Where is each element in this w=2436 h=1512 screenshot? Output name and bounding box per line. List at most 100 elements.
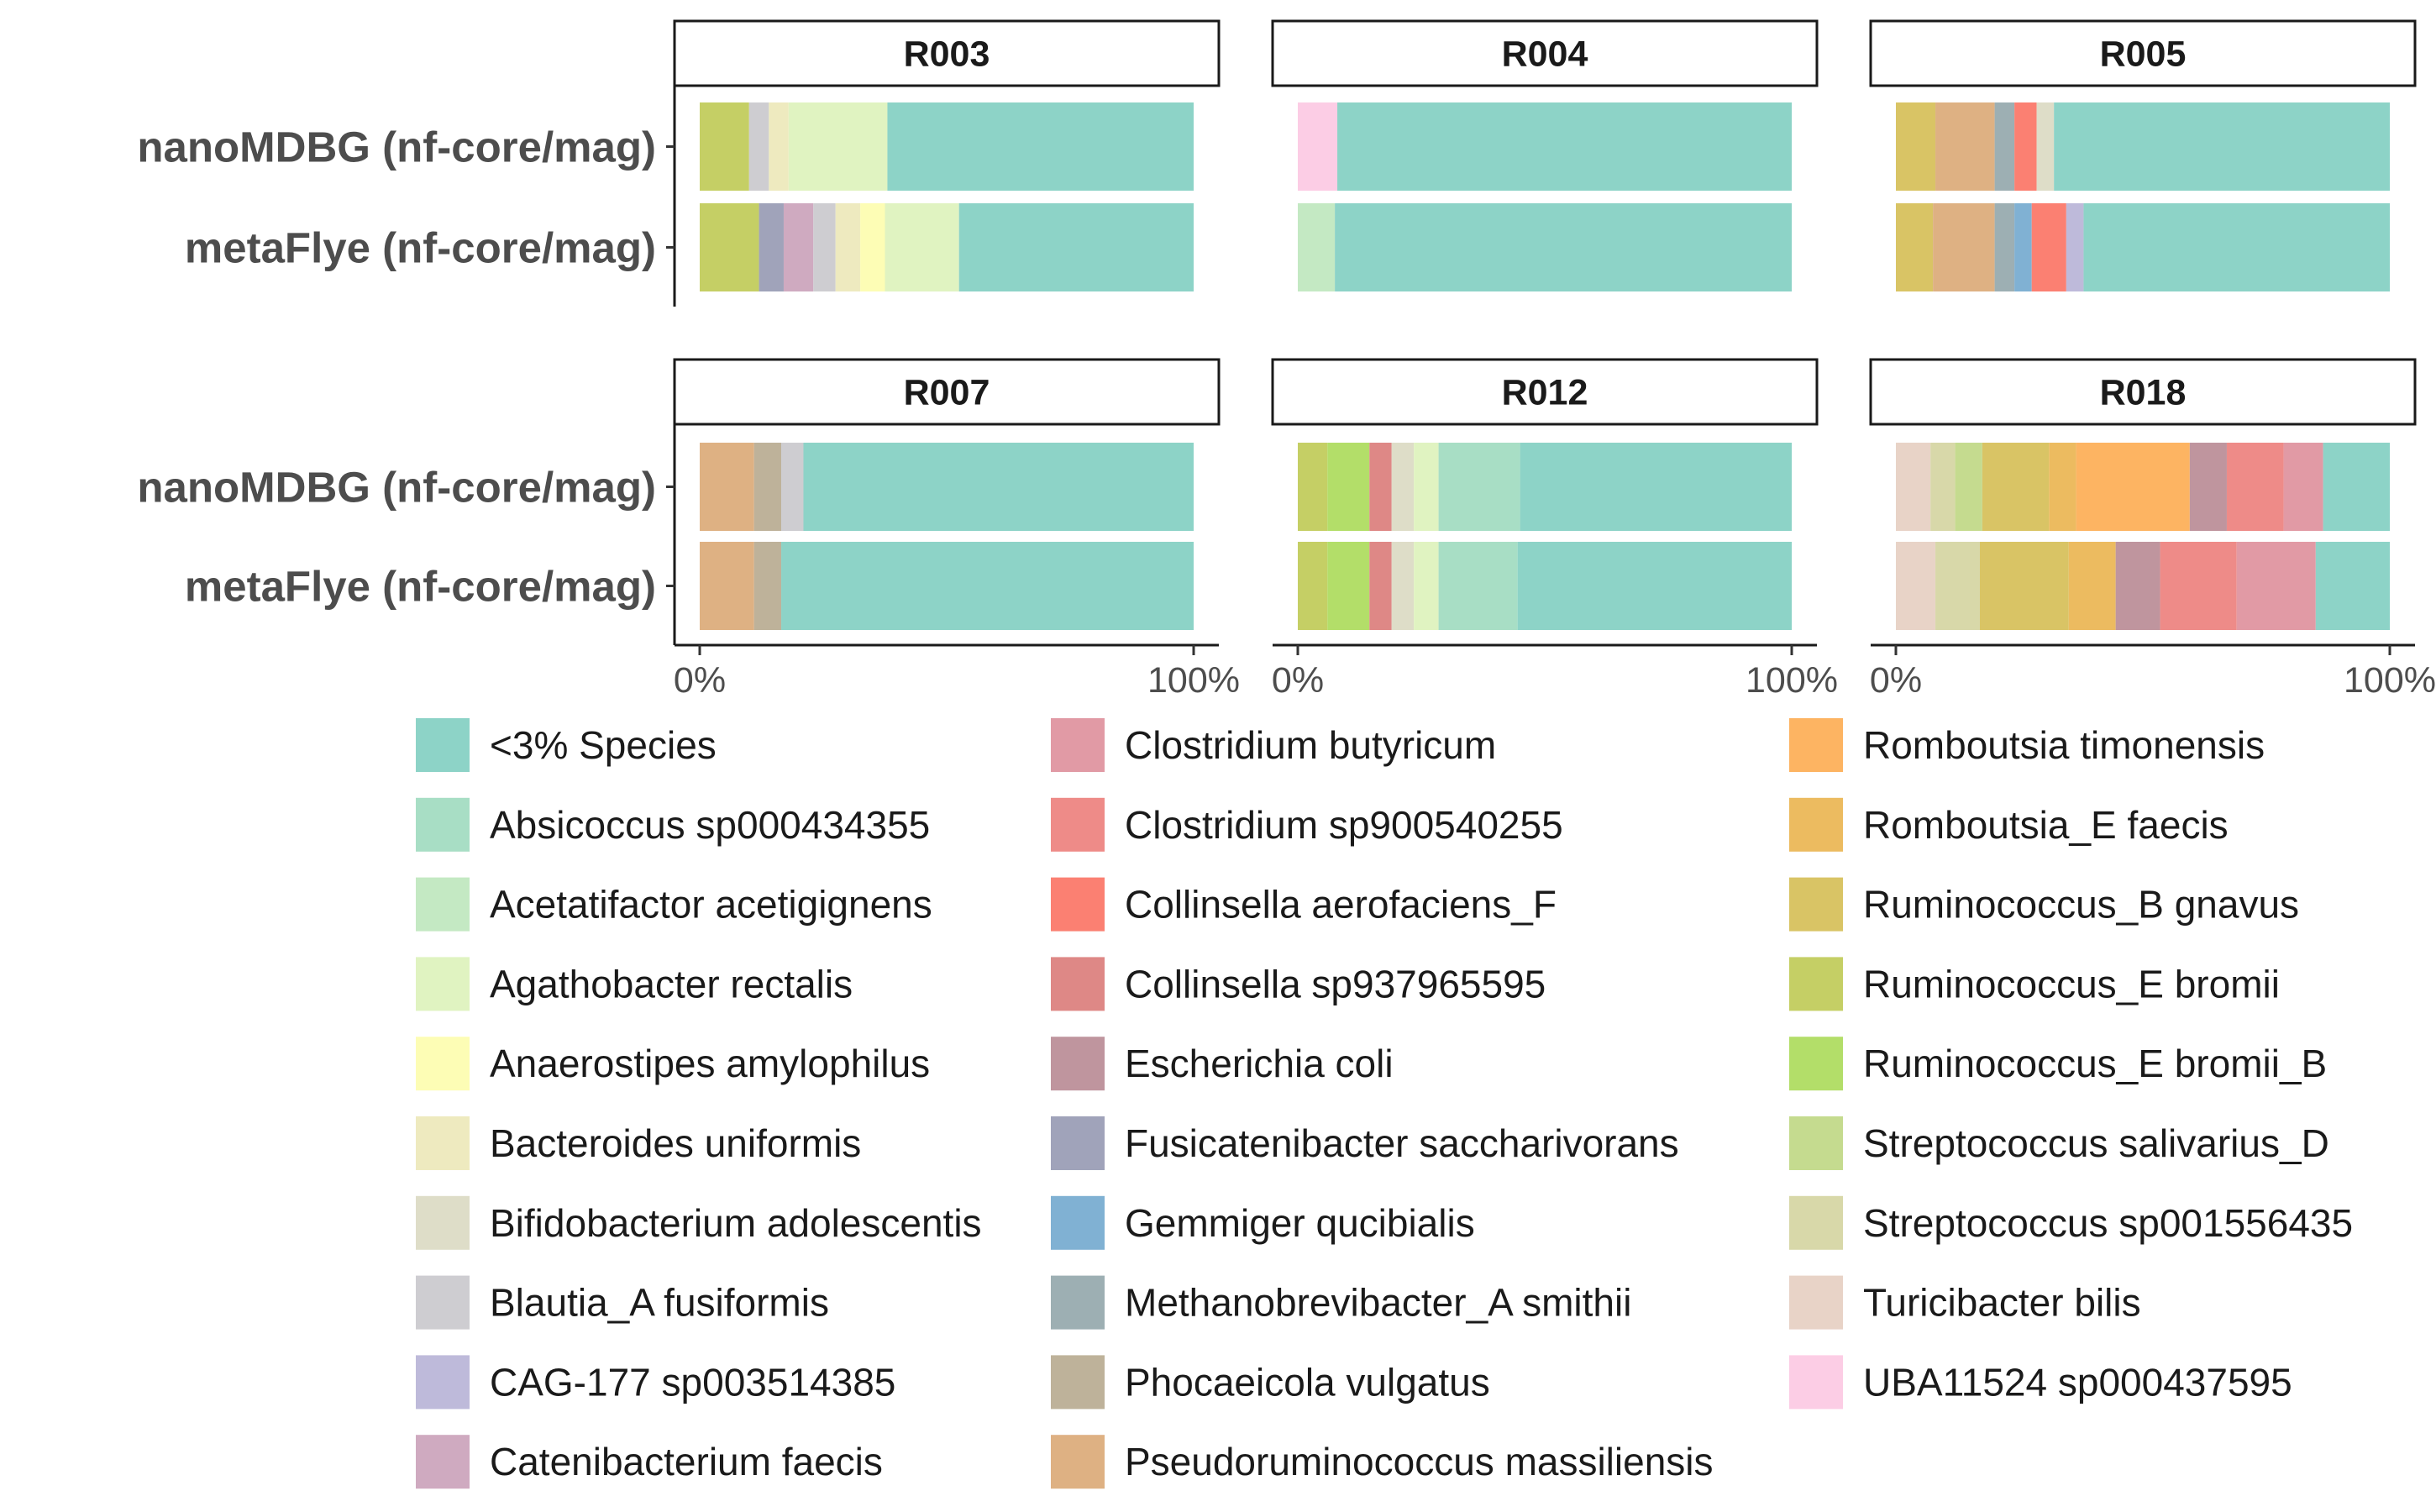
bar-segment-r005-nanomdbg: [2036, 102, 2055, 191]
legend-key: [1789, 797, 1843, 852]
legend: <3% Species Absicoccus sp000434355 Acetati…: [416, 718, 2353, 1489]
legend-item: Anaerostipes amylophilus: [416, 1037, 930, 1091]
legend-item: UBA11524 sp000437595: [1789, 1355, 2292, 1410]
bar-segment-r005-nanomdbg: [1994, 102, 2015, 191]
legend-key: [1789, 1037, 1843, 1091]
legend-key: [416, 1037, 470, 1091]
bar-segment-r003-metaflye: [759, 203, 784, 291]
legend-label: Methanobrevibacter_A smithii: [1125, 1281, 1631, 1325]
bar-segment-r003-nanomdbg: [887, 102, 1194, 191]
bar-segment-r012-metaflye: [1298, 542, 1328, 630]
bar-segment-r018-nanomdbg: [2323, 443, 2390, 531]
legend-item: Clostridium butyricum: [1051, 718, 1496, 772]
bar-segment-r005-metaflye: [1994, 203, 2015, 291]
bar-segment-r005-metaflye: [2014, 203, 2032, 291]
legend-item: Escherichia coli: [1051, 1037, 1394, 1091]
legend-label: Romboutsia_E faecis: [1863, 803, 2229, 847]
bar-segment-r012-metaflye: [1414, 542, 1439, 630]
bar-segment-r018-metaflye: [2068, 542, 2116, 630]
legend-label: Catenibacterium faecis: [490, 1440, 883, 1483]
bar-segment-r018-metaflye: [1896, 542, 1936, 630]
legend-key: [416, 1116, 470, 1170]
legend-key: [1789, 1195, 1843, 1250]
legend-key: [1051, 1116, 1105, 1170]
legend-label: Anaerostipes amylophilus: [490, 1042, 930, 1085]
legend-label: Bifidobacterium adolescentis: [490, 1201, 982, 1245]
bar-segment-r018-nanomdbg: [2283, 443, 2323, 531]
legend-item: Bifidobacterium adolescentis: [416, 1195, 982, 1250]
legend-label: Clostridium sp900540255: [1125, 803, 1563, 847]
legend-item: Romboutsia_E faecis: [1789, 797, 2229, 852]
legend-key: [416, 1355, 470, 1410]
facet-panel-r004: R004: [1271, 19, 1819, 291]
legend-item: Fusicatenibacter saccharivorans: [1051, 1116, 1679, 1170]
legend-key: [1051, 1355, 1105, 1410]
y-tick-label: nanoMDBG (nf-core/mag): [137, 464, 656, 512]
bar-segment-r003-nanomdbg: [700, 102, 749, 191]
legend-item: Streptococcus salivarius_D: [1789, 1116, 2329, 1170]
legend-item: Pseudoruminococcus massiliensis: [1051, 1435, 1714, 1489]
legend-label: Acetatifactor acetigignens: [490, 883, 932, 927]
bar-segment-r018-nanomdbg: [1982, 443, 2050, 531]
legend-label: Turicibacter bilis: [1863, 1281, 2141, 1325]
x-tick-label: 100%: [2344, 660, 2436, 701]
legend-item: Gemmiger qucibialis: [1051, 1195, 1475, 1250]
legend-key: [1789, 1116, 1843, 1170]
facet-panel-r005: R005: [1869, 19, 2417, 291]
bar-segment-r003-metaflye: [958, 203, 1194, 291]
bar-segment-r003-metaflye: [700, 203, 759, 291]
bar-segment-r018-nanomdbg: [1955, 443, 1982, 531]
legend-label: Streptococcus sp001556435: [1863, 1201, 2353, 1245]
legend-label: Ruminococcus_E bromii: [1863, 962, 2280, 1005]
legend-item: Ruminococcus_B gnavus: [1789, 877, 2299, 932]
legend-label: Pseudoruminococcus massiliensis: [1125, 1440, 1714, 1483]
bar-segment-r012-nanomdbg: [1520, 443, 1792, 531]
legend-label: Clostridium butyricum: [1125, 723, 1496, 767]
legend-label: Collinsella sp937965595: [1125, 962, 1546, 1005]
bar-segment-r007-nanomdbg: [803, 443, 1194, 531]
legend-item: Methanobrevibacter_A smithii: [1051, 1275, 1631, 1330]
legend-key: [1051, 877, 1105, 932]
bar-segment-r003-metaflye: [813, 203, 836, 291]
legend-item: Romboutsia timonensis: [1789, 718, 2265, 772]
bar-segment-r003-metaflye: [783, 203, 814, 291]
legend-label: Blautia_A fusiformis: [490, 1281, 829, 1325]
legend-key: [1789, 1355, 1843, 1410]
legend-key: [416, 1195, 470, 1250]
bar-segment-r012-nanomdbg: [1327, 443, 1370, 531]
legend-label: Escherichia coli: [1125, 1042, 1394, 1085]
bar-segment-r007-metaflye: [781, 542, 1194, 630]
facet-strip-label: R018: [2100, 373, 2187, 413]
bar-segment-r018-nanomdbg: [1930, 443, 1956, 531]
legend-item: Ruminococcus_E bromii: [1789, 957, 2280, 1011]
legend-item: Acetatifactor acetigignens: [416, 877, 932, 932]
legend-item: CAG-177 sp003514385: [416, 1355, 895, 1410]
legend-key: [1051, 1037, 1105, 1091]
legend-key: [416, 718, 470, 772]
bar-segment-r018-nanomdbg: [1896, 443, 1931, 531]
bar-segment-r003-nanomdbg: [748, 102, 769, 191]
bar-segment-r003-metaflye: [860, 203, 885, 291]
bar-segment-r007-nanomdbg: [753, 443, 782, 531]
x-tick-label: 100%: [1147, 660, 1240, 701]
legend-item: Ruminococcus_E bromii_B: [1789, 1037, 2327, 1091]
facet-strip: [1869, 358, 2417, 426]
y-tick-label: nanoMDBG (nf-core/mag): [137, 123, 656, 171]
legend-label: Fusicatenibacter saccharivorans: [1125, 1121, 1679, 1165]
bar-segment-r007-nanomdbg: [781, 443, 804, 531]
bar-segment-r012-metaflye: [1391, 542, 1415, 630]
bar-segment-r003-metaflye: [885, 203, 959, 291]
bar-segment-r018-metaflye: [2315, 542, 2390, 630]
facet-strip: [1869, 19, 2417, 87]
legend-key: [1051, 718, 1105, 772]
x-tick-label: 0%: [674, 660, 726, 701]
legend-item: Collinsella sp937965595: [1051, 957, 1546, 1011]
bar-segment-r007-metaflye: [700, 542, 754, 630]
bar-segment-r018-nanomdbg: [2226, 443, 2284, 531]
bar-segment-r012-nanomdbg: [1369, 443, 1392, 531]
bar-segment-r005-nanomdbg: [1896, 102, 1936, 191]
bar-segment-r012-metaflye: [1369, 542, 1392, 630]
legend-label: UBA11524 sp000437595: [1863, 1360, 2292, 1404]
x-tick-label: 100%: [1746, 660, 1838, 701]
